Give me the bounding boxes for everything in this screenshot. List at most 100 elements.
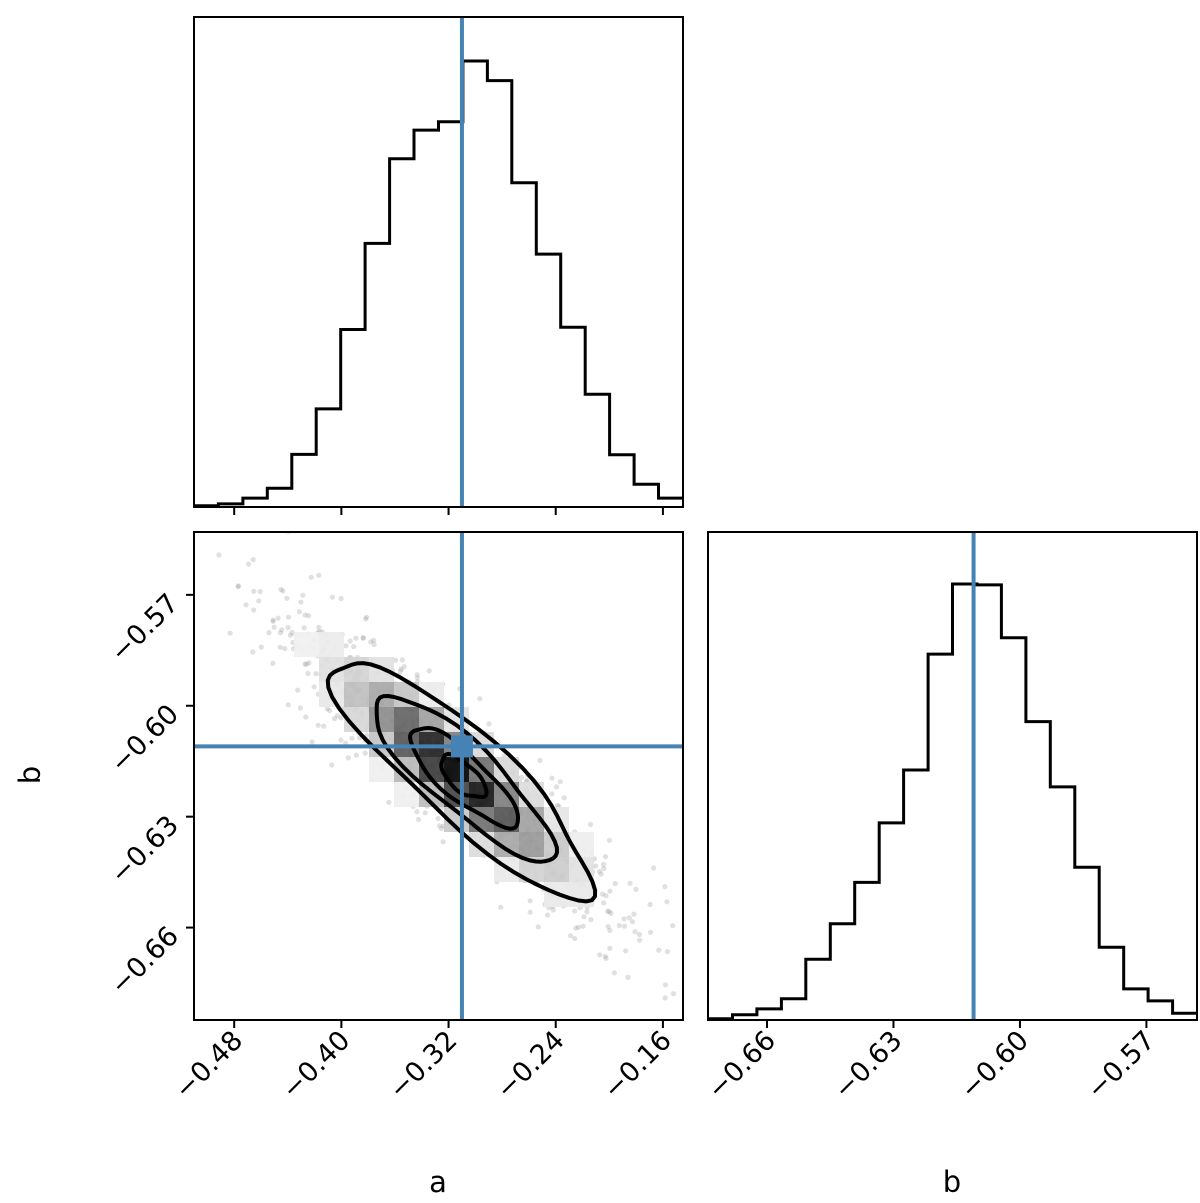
b-xtick-label-0: −0.66 [702, 1025, 782, 1105]
sample-point [305, 613, 312, 619]
sample-point [673, 1029, 678, 1034]
sample-point [600, 861, 607, 868]
sample-point [601, 865, 607, 872]
sample-point [363, 616, 369, 622]
sample-point [297, 705, 303, 711]
sample-point [486, 721, 492, 727]
sample-point [535, 924, 541, 930]
sample-point [602, 953, 608, 959]
sample-point [235, 583, 241, 589]
sample-point [303, 714, 309, 720]
sample-point [311, 684, 317, 690]
sample-point [256, 598, 262, 604]
sample-point [670, 991, 677, 997]
sample-point [554, 784, 560, 790]
sample-point [656, 947, 662, 953]
b-xtick-label-3: −0.57 [1081, 1025, 1161, 1105]
ylabel-b: b [13, 766, 47, 784]
sample-point [662, 982, 669, 988]
sample-point [277, 630, 284, 636]
contour-level-4 [325, 661, 598, 904]
sample-point [647, 901, 653, 908]
sample-point [368, 639, 374, 645]
sample-point [302, 612, 308, 618]
sample-point [216, 552, 222, 558]
b-ytick-label-3: −0.66 [105, 921, 185, 1001]
a-xtick-label-4: −0.16 [597, 1025, 677, 1105]
sample-point [662, 884, 668, 890]
a-xtick-label-0: −0.48 [169, 1025, 249, 1105]
sample-point [308, 574, 314, 580]
density-cell [344, 682, 369, 707]
sample-point [664, 949, 671, 955]
sample-point [637, 937, 643, 943]
sample-point [621, 916, 627, 922]
sample-point [549, 791, 555, 797]
sample-point [349, 735, 355, 741]
sample-point [581, 914, 587, 920]
sample-point [285, 614, 292, 620]
sample-point [633, 886, 639, 893]
sample-point [557, 779, 563, 785]
sample-point [593, 863, 599, 869]
sample-point [416, 816, 422, 823]
sample-point [334, 713, 340, 719]
sample-point [298, 599, 304, 605]
sample-point [275, 615, 281, 621]
sample-point [284, 595, 290, 601]
a-panel-frame [193, 16, 684, 508]
sample-point [316, 572, 322, 578]
sample-point [351, 644, 357, 650]
sample-point [498, 904, 504, 910]
density-cell [344, 657, 369, 682]
sample-point [438, 826, 444, 832]
sample-point [301, 625, 307, 631]
sample-point [629, 919, 636, 925]
sample-point [567, 933, 574, 939]
sample-point [648, 929, 654, 935]
sample-point [572, 935, 578, 942]
sample-point [327, 708, 333, 714]
sample-point [338, 595, 344, 602]
xlabel-a: a [429, 1165, 447, 1199]
sample-point [601, 900, 607, 906]
sample-point [277, 644, 283, 650]
sample-point [612, 881, 618, 887]
sample-point [393, 657, 399, 663]
sample-point [251, 607, 257, 613]
sample-point [235, 584, 241, 590]
sample-point [527, 909, 533, 915]
sample-point [605, 908, 611, 915]
sample-point [606, 908, 612, 915]
b-ytick-label-1: −0.60 [105, 699, 185, 779]
density-panel-frame [193, 531, 684, 1021]
sample-point [625, 974, 631, 981]
a-xtick-label-3: −0.24 [490, 1025, 570, 1105]
sample-point [280, 588, 286, 594]
b-ytick-label-0: −0.57 [105, 588, 185, 668]
sample-point [602, 854, 609, 860]
sample-point [426, 668, 432, 674]
sample-point [588, 917, 594, 923]
sample-point [329, 594, 335, 600]
sample-point [414, 809, 420, 815]
sample-point [587, 821, 594, 828]
sample-point [270, 617, 276, 623]
b-ytick-label-2: −0.63 [105, 810, 185, 890]
sample-point [257, 589, 263, 595]
sample-point [537, 757, 543, 764]
sample-point [603, 955, 609, 962]
sample-point [477, 696, 483, 702]
sample-point [627, 880, 633, 886]
sample-point [414, 672, 420, 678]
sample-point [270, 618, 276, 624]
sample-point [331, 716, 338, 722]
sample-point [345, 755, 351, 761]
sample-point [353, 752, 359, 758]
sample-point [636, 931, 643, 938]
sample-point [422, 810, 428, 816]
sample-point [282, 645, 288, 652]
density-cell [394, 707, 419, 732]
sample-point [662, 995, 668, 1001]
